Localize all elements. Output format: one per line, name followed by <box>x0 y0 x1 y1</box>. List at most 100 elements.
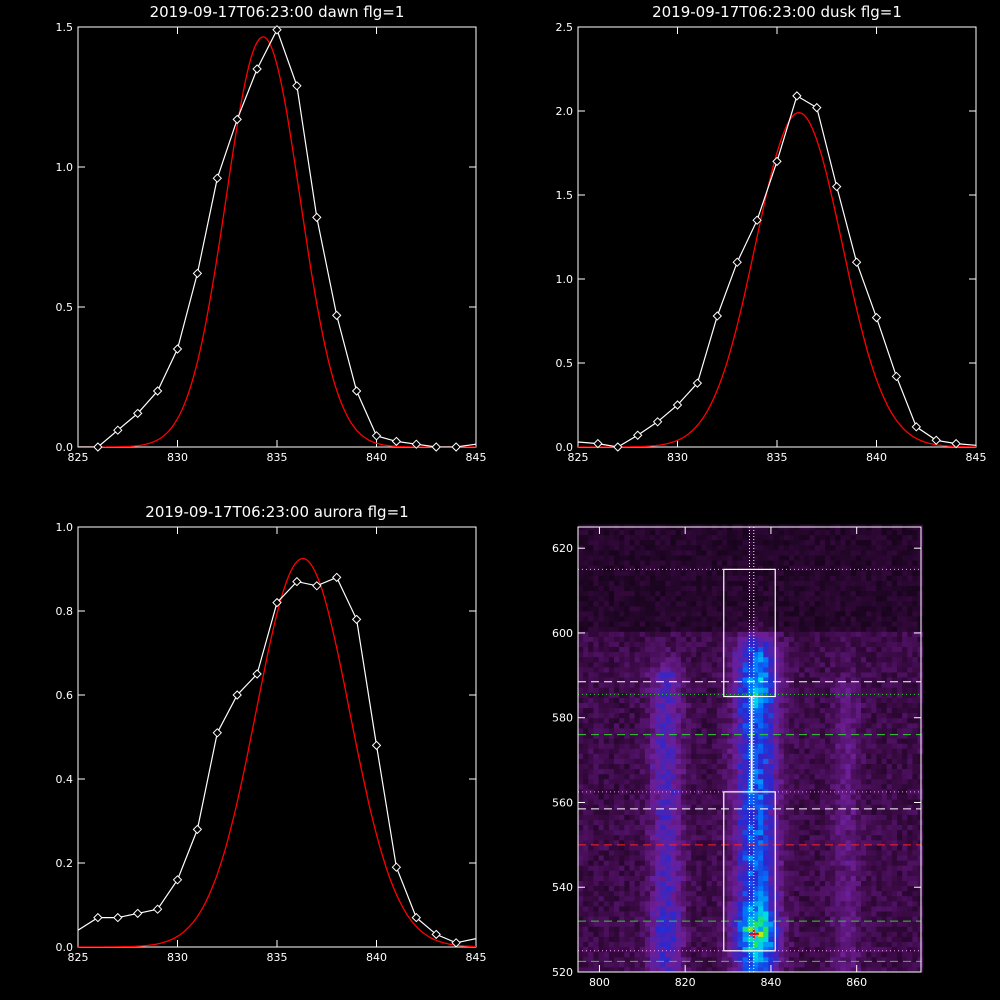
heatmap-cell <box>799 763 805 770</box>
heatmap-cell <box>768 900 774 907</box>
heatmap-cell <box>907 926 913 932</box>
heatmap-cell <box>701 951 708 958</box>
heatmap-cell <box>660 605 666 612</box>
heatmap-cell <box>819 961 826 968</box>
heatmap-cell <box>644 961 651 968</box>
heatmap-cell <box>794 860 800 866</box>
heatmap-cell <box>650 926 656 932</box>
heatmap-cell <box>588 865 594 871</box>
heatmap-cell <box>696 844 702 851</box>
heatmap-cell <box>814 905 821 912</box>
heatmap-cell <box>583 834 589 841</box>
heatmap-cell <box>614 646 620 653</box>
heatmap-cell <box>650 829 656 836</box>
heatmap-cell <box>686 743 692 749</box>
heatmap-cell <box>752 860 759 866</box>
heatmap-cell <box>783 916 790 922</box>
heatmap-cell <box>701 855 708 861</box>
heatmap-cell <box>794 936 800 942</box>
heatmap-cell <box>634 682 641 688</box>
heatmap-cell <box>670 819 677 825</box>
heatmap-cell <box>603 778 610 785</box>
heatmap-cell <box>912 733 918 739</box>
heatmap-cell <box>639 926 646 932</box>
heatmap-cell <box>897 794 903 800</box>
heatmap-cell <box>578 844 584 851</box>
heatmap-cell <box>660 926 666 932</box>
heatmap-cell <box>686 727 692 734</box>
heatmap-cell <box>768 722 774 729</box>
heatmap-cell <box>675 900 682 907</box>
heatmap-cell <box>912 646 918 653</box>
heatmap-cell <box>593 885 599 892</box>
heatmap-cell <box>861 895 867 902</box>
heatmap-cell <box>742 936 749 942</box>
heatmap-cell <box>701 738 708 744</box>
heatmap-cell <box>907 687 913 693</box>
heatmap-cell <box>696 738 702 744</box>
heatmap-cell <box>701 626 708 632</box>
heatmap-cell <box>583 961 589 968</box>
heatmap-cell <box>578 966 584 973</box>
heatmap-cell <box>650 905 656 912</box>
heatmap-cell <box>840 763 846 770</box>
heatmap-cell <box>861 819 867 825</box>
heatmap-cell <box>866 788 872 795</box>
heatmap-cell <box>907 610 913 617</box>
heatmap-cell <box>752 656 759 663</box>
x-tick-label: 835 <box>267 951 288 964</box>
heatmap-cell <box>866 727 872 734</box>
heatmap-cell <box>732 951 738 958</box>
heatmap-cell <box>644 844 651 851</box>
heatmap-cell <box>578 911 584 917</box>
heatmap-cell <box>732 956 738 963</box>
heatmap-cell <box>912 885 918 892</box>
heatmap-cell <box>783 682 790 688</box>
heatmap-cell <box>716 809 723 815</box>
heatmap-cell <box>814 844 821 851</box>
heatmap-cell <box>886 712 893 719</box>
heatmap-cell <box>670 911 677 917</box>
heatmap-cell <box>814 621 821 627</box>
heatmap-cell <box>680 961 687 968</box>
heatmap-cell <box>778 753 785 759</box>
heatmap-cell <box>902 707 908 714</box>
heatmap-cell <box>670 946 677 953</box>
heatmap-cell <box>783 651 790 658</box>
heatmap-cell <box>917 636 924 642</box>
heatmap-cell <box>788 860 795 866</box>
heatmap-cell <box>778 677 785 683</box>
heatmap-cell <box>727 697 733 703</box>
heatmap-cell <box>660 895 666 902</box>
heatmap-cell <box>907 616 913 622</box>
heatmap-cell <box>871 743 877 749</box>
heatmap-cell <box>686 748 692 754</box>
heatmap-cell <box>614 936 620 942</box>
heatmap-cell <box>794 753 800 759</box>
heatmap-cell <box>819 666 826 673</box>
heatmap-cell <box>881 900 888 907</box>
heatmap-cell <box>614 671 620 678</box>
heatmap-cell <box>629 895 636 902</box>
heatmap-cell <box>578 763 584 770</box>
heatmap-cell <box>850 773 857 780</box>
heatmap-cell <box>876 941 882 948</box>
heatmap-cell <box>634 768 641 775</box>
heatmap-cell <box>840 936 846 942</box>
heatmap-cell <box>855 712 862 719</box>
heatmap-cell <box>845 636 852 642</box>
heatmap-cell <box>819 656 826 663</box>
heatmap-cell <box>742 819 749 825</box>
heatmap-cell <box>866 956 872 963</box>
heatmap-cell <box>655 605 661 612</box>
heatmap-cell <box>773 905 780 912</box>
heatmap-cell <box>670 631 677 637</box>
heatmap-cell <box>583 875 589 881</box>
heatmap-cell <box>629 682 636 688</box>
heatmap-cell <box>825 829 831 836</box>
heatmap-cell <box>825 677 831 683</box>
heatmap-cell <box>850 727 857 734</box>
heatmap-cell <box>783 626 790 632</box>
heatmap-cell <box>819 616 826 622</box>
heatmap-cell <box>732 712 738 719</box>
